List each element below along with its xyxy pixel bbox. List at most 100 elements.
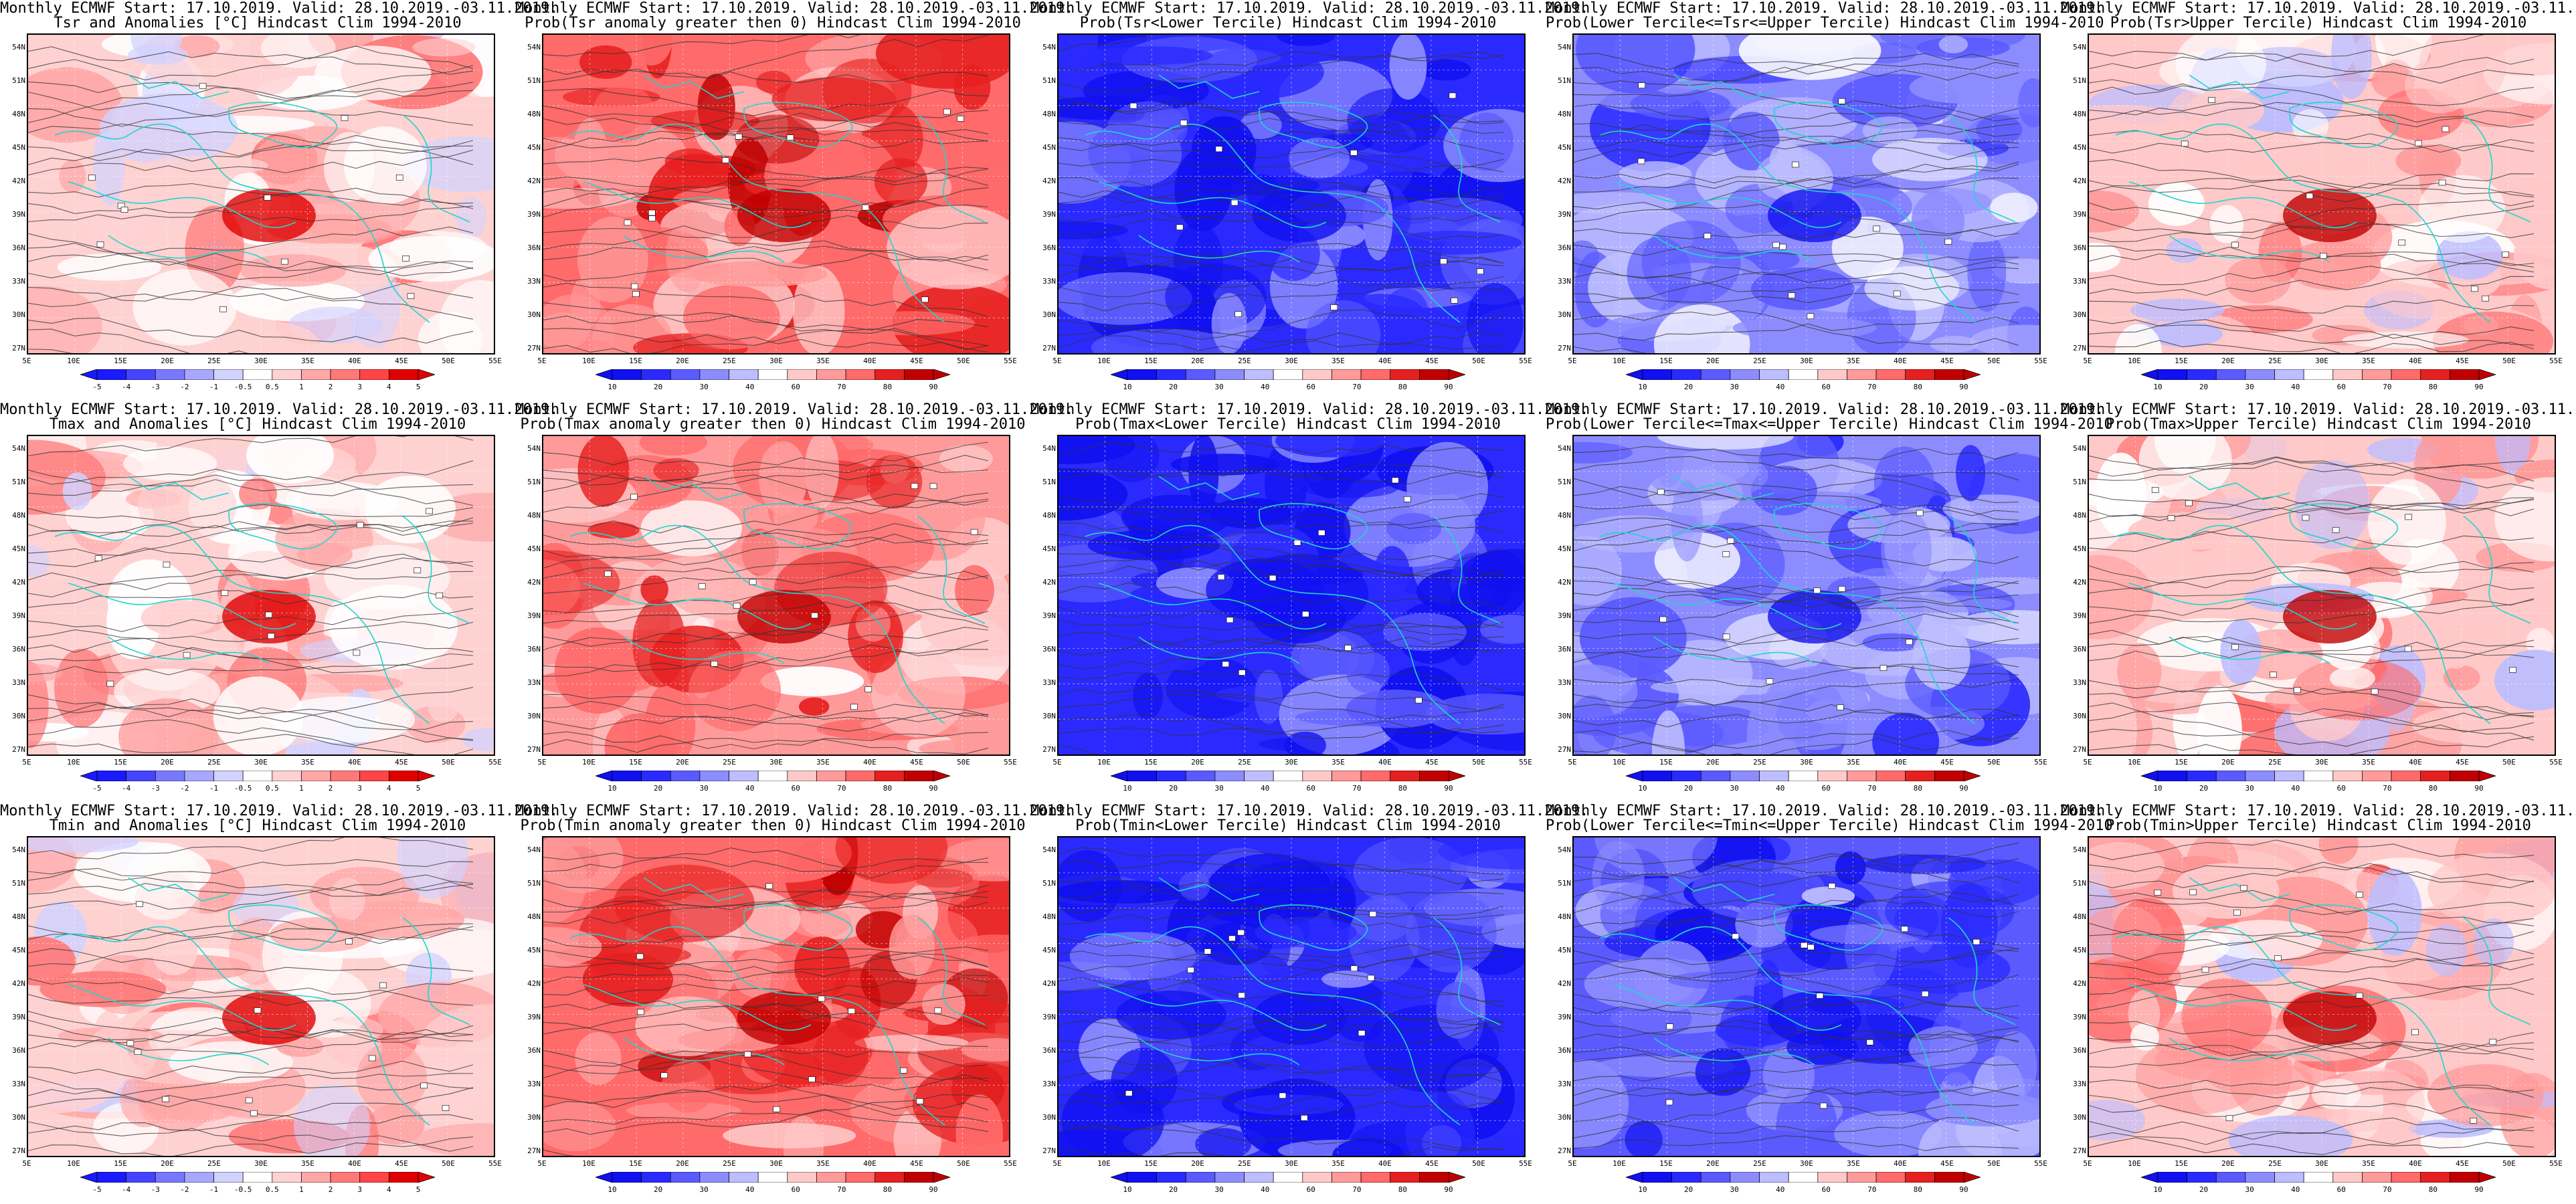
coastline (1433, 917, 1501, 1025)
color-bar-label: 2 (328, 784, 333, 793)
panel-title: Monthly ECMWF Start: 17.10.2019. Valid: … (515, 403, 1073, 432)
field-shade (239, 478, 278, 510)
color-bar-label: -2 (180, 1185, 189, 1194)
longitude-label: 5E (537, 758, 547, 767)
map-panel: Monthly ECMWF Start: 17.10.2019. Valid: … (1030, 401, 1588, 803)
color-bar-label: 4 (387, 1185, 391, 1194)
coastline (583, 984, 812, 1031)
longitude-label: 45E (2456, 1159, 2469, 1168)
map-panel: Monthly ECMWF Start: 17.10.2019. Valid: … (1546, 803, 2113, 1204)
color-bar-label: 60 (1821, 383, 1831, 391)
coastline (128, 877, 229, 902)
coastline (68, 984, 296, 1031)
field-shade (1277, 35, 1336, 46)
field-shade (2166, 237, 2203, 263)
map-canvas (2089, 35, 2555, 353)
field-shade (114, 668, 221, 715)
color-bar-label: 80 (2428, 1185, 2438, 1194)
field-shade (2371, 64, 2415, 99)
color-bar-label: 60 (791, 1185, 800, 1194)
latitude-label: 45N (2073, 946, 2086, 955)
coastline (2128, 181, 2357, 229)
coastline (643, 74, 745, 99)
panel-title: Monthly ECMWF Start: 17.10.2019. Valid: … (515, 804, 1073, 833)
field-shade (866, 455, 923, 509)
color-bar-label: 80 (883, 784, 893, 793)
longitude-label: 10E (582, 1159, 595, 1168)
coastline (2128, 984, 2357, 1031)
field-shade (1691, 859, 1825, 920)
latitude-label: 33N (1042, 678, 1056, 687)
latitude-label: 27N (1042, 344, 1056, 353)
color-bar-label: 60 (1821, 1185, 1831, 1194)
longitude-label: 50E (442, 758, 455, 767)
coastline (2463, 516, 2531, 624)
field-shade (979, 693, 1009, 755)
latitude-label: 54N (2073, 444, 2086, 453)
field-shade (1574, 441, 1633, 464)
field-shade (887, 205, 1009, 290)
longitude-label: 40E (1378, 1159, 1392, 1168)
field-shade (1912, 623, 1970, 690)
coastline (583, 583, 812, 630)
longitude-label: 50E (1472, 357, 1485, 365)
map-canvas (543, 436, 1009, 755)
field-shade (2494, 436, 2531, 475)
color-bar (1626, 1172, 1981, 1183)
field-shade (1625, 1120, 1663, 1156)
longitude-label: 20E (2221, 357, 2235, 365)
field-shade (2271, 133, 2382, 198)
latitude-label: 27N (1042, 745, 1056, 754)
color-bar-label: 1 (299, 784, 304, 793)
latitude-label: 51N (1558, 879, 1571, 888)
field-shade (1576, 35, 1695, 94)
latitude-label: 45N (527, 143, 541, 152)
panel-title-line2: Tsr and Anomalies [°C] Hindcast Clim 199… (54, 15, 462, 31)
field-shade (2437, 605, 2476, 669)
field-shade (846, 311, 976, 336)
latitude-label: 36N (12, 243, 25, 252)
forecast-map (2088, 435, 2556, 756)
color-bar-label: 30 (2245, 383, 2254, 391)
field-shade (1194, 149, 1256, 199)
field-shade (1667, 971, 1771, 989)
color-bar-label: 2 (328, 383, 333, 391)
field-shade (1091, 328, 1236, 353)
field-shade (28, 663, 63, 683)
color-bar-label: 30 (699, 1185, 709, 1194)
color-bar-label: -1 (209, 383, 219, 391)
panel-title: Monthly ECMWF Start: 17.10.2019. Valid: … (0, 804, 558, 833)
longitude-label: 45E (1940, 1159, 1954, 1168)
field-shade (919, 739, 1002, 755)
forecast-map (1057, 435, 1526, 756)
longitude-label: 20E (2221, 1159, 2235, 1168)
latitude-label: 33N (527, 1080, 541, 1088)
forecast-map (542, 836, 1010, 1157)
field-shade (2330, 296, 2374, 315)
color-bar-label: 1 (299, 383, 304, 391)
latitude-label: 33N (12, 277, 25, 286)
field-shade (760, 666, 864, 696)
field-shade (1801, 886, 1855, 906)
field-shade (1970, 324, 2039, 353)
color-bar-label: 40 (745, 784, 755, 793)
panel-title: Monthly ECMWF Start: 17.10.2019. Valid: … (1546, 1, 2104, 31)
latitude-label: 30N (1558, 712, 1571, 720)
latitude-label: 27N (527, 1146, 541, 1155)
latitude-label: 33N (2073, 678, 2086, 687)
latitude-label: 45N (527, 544, 541, 553)
field-shade (1732, 316, 1877, 340)
panel-title-line1: Monthly ECMWF Start: 17.10.2019. Valid: … (2061, 803, 2576, 819)
field-shade (462, 728, 494, 752)
color-bar-label: 70 (837, 784, 846, 793)
coastline (917, 114, 986, 223)
coastline (1613, 984, 1842, 1031)
field-shade (1289, 137, 1350, 179)
latitude-label: 27N (2073, 1146, 2086, 1155)
field-shade (1619, 161, 1692, 187)
longitude-label: 20E (1706, 758, 1720, 767)
latitude-label: 30N (12, 1113, 25, 1122)
coastline (1259, 102, 1368, 148)
latitude-label: 36N (527, 243, 541, 252)
map-panel: Monthly ECMWF Start: 17.10.2019. Valid: … (515, 803, 1073, 1204)
